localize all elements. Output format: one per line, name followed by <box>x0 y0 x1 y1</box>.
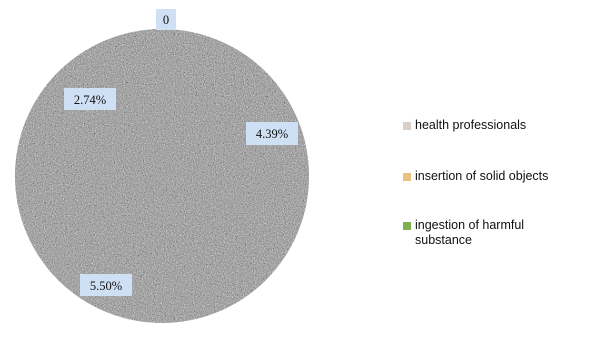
legend-item-health-professionals: health professionals <box>402 118 587 133</box>
data-label-group: 5.50% <box>80 274 132 296</box>
data-label-group: 2.74% <box>64 88 116 110</box>
data-label-group: 4.39% <box>246 122 298 145</box>
legend-swatch <box>403 122 411 130</box>
legend: health professionals insertion of solid … <box>402 118 587 248</box>
pie-texture <box>15 29 309 323</box>
pie-slices <box>15 29 309 323</box>
legend-label: ingestion of harmful substance <box>415 218 524 247</box>
legend-item-insertion-of-solid-objects: insertion of solid objects <box>402 169 587 184</box>
legend-item-ingestion-of-harmful-substance: ingestion of harmful substance <box>402 218 565 248</box>
legend-label: health professionals <box>415 118 526 132</box>
data-label-2-74: 2.74% <box>74 93 106 107</box>
legend-swatch <box>403 173 411 181</box>
data-label-5-50: 5.50% <box>90 279 122 293</box>
data-label-zero: 0 <box>163 13 169 27</box>
legend-label: insertion of solid objects <box>415 169 548 183</box>
legend-swatch <box>403 222 411 230</box>
data-label-group: 0 <box>156 9 176 30</box>
data-label-4-39: 4.39% <box>256 127 288 141</box>
